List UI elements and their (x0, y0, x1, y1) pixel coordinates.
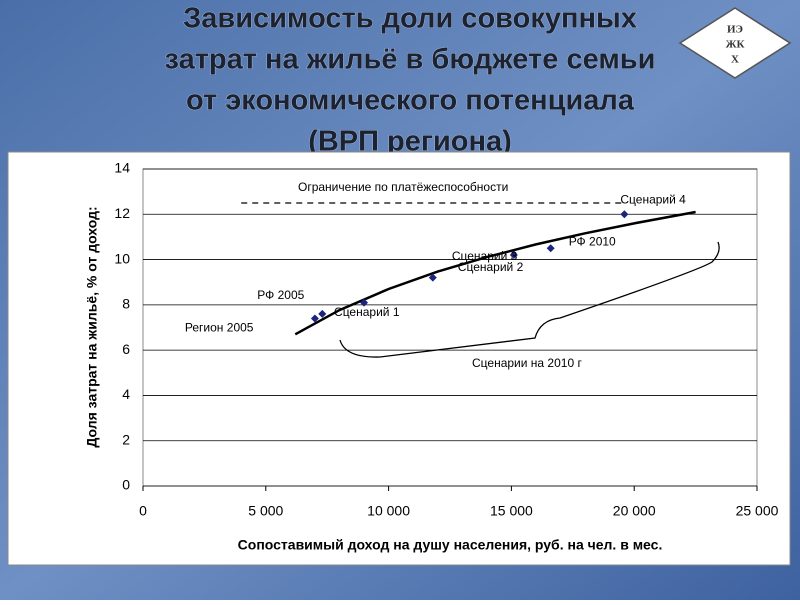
point (546, 244, 555, 253)
annotation: Сценарии на 2010 г (472, 356, 582, 370)
point (620, 210, 629, 219)
point (360, 298, 369, 307)
x-tick-label: 0 (139, 503, 147, 519)
logo-text: ЖК (726, 39, 745, 51)
y-axis-label: Доля затрат на жильё, % от доход: (84, 206, 100, 447)
y-tick-label: 4 (122, 386, 130, 402)
title-line: затрат на жильё в бюджете семьи (165, 44, 656, 76)
y-tick-label: 0 (122, 477, 130, 493)
x-tick-label: 10 000 (367, 503, 410, 519)
point (428, 273, 437, 282)
title-line: от экономического потенциала (186, 85, 635, 117)
logo-diamond (678, 7, 792, 79)
x-tick-label: 5 000 (248, 503, 283, 519)
y-tick-label: 12 (114, 205, 130, 221)
point (310, 314, 319, 323)
x-tick-label: 15 000 (490, 503, 533, 519)
x-axis-label: Сопоставимый доход на душу населения, ру… (238, 537, 663, 553)
point-label: Регион 2005 (185, 321, 254, 335)
limit-label: Ограничение по платёжеспособности (298, 180, 508, 194)
x-tick-label: 25 000 (736, 503, 779, 519)
logo (678, 7, 792, 79)
point-label: Сценарий 4 (620, 192, 686, 206)
y-tick-label: 2 (122, 431, 130, 447)
brace (339, 241, 720, 358)
logo-text: ИЭ (727, 24, 743, 36)
x-tick-label: 20 000 (613, 503, 656, 519)
point (318, 309, 327, 318)
title-line: Зависимость доли совокупных (183, 3, 637, 35)
point-label: Сценарий 2 (458, 260, 524, 274)
point-label: РФ 2010 (569, 234, 616, 248)
y-tick-label: 10 (114, 250, 130, 266)
point-label: Сценарий 3 (452, 249, 518, 263)
logo-text: Х (731, 54, 739, 66)
y-tick-label: 6 (122, 341, 130, 357)
trend-line (294, 210, 696, 336)
point-label: РФ 2005 (257, 288, 304, 302)
point (509, 251, 518, 260)
y-tick-label: 8 (122, 296, 130, 312)
y-tick-label: 14 (114, 160, 130, 176)
point-label: Сценарий 1 (334, 305, 400, 319)
